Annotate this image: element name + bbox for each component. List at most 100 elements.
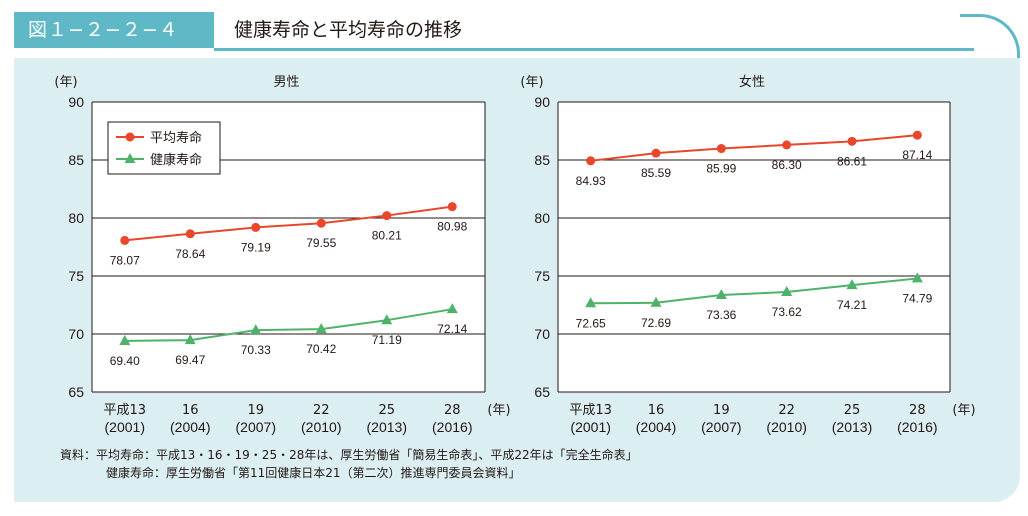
x-tick-year: (2001): [105, 419, 145, 435]
data-point-average: [586, 156, 596, 166]
legend-box: [107, 121, 221, 175]
y-tick-label: 85: [534, 152, 550, 168]
data-label-average: 84.93: [576, 174, 606, 188]
y-tick-label: 70: [68, 326, 84, 342]
figure-title: 健康寿命と平均寿命の推移: [234, 19, 463, 41]
data-point-average: [316, 218, 326, 228]
chart-title: 男性: [273, 75, 299, 90]
data-point-average: [382, 211, 392, 221]
data-label-average: 80.98: [437, 220, 467, 234]
x-tick-year: (2004): [170, 419, 210, 435]
x-tick-era: 19: [247, 403, 264, 418]
x-tick-year: (2001): [570, 419, 610, 435]
series-line-healthy: [124, 308, 453, 342]
y-axis-unit: (年): [54, 75, 77, 90]
data-label-healthy: 74.79: [902, 291, 932, 305]
data-point-healthy: [446, 303, 458, 314]
x-tick-year: (2004): [636, 419, 676, 435]
data-label-average: 79.19: [241, 240, 271, 254]
y-tick-label: 65: [534, 384, 550, 400]
data-point-healthy: [781, 286, 793, 297]
y-tick-label: 80: [534, 210, 550, 226]
y-tick-label: 65: [68, 384, 84, 400]
x-tick-era: 28: [444, 403, 461, 418]
x-tick-year: (2013): [832, 419, 872, 435]
data-label-average: 87.14: [902, 148, 932, 162]
figure-number: 図１−２−２−４: [14, 12, 214, 48]
x-tick-era: 平成13: [569, 403, 612, 418]
x-tick-year: (2007): [701, 419, 741, 435]
data-label-average: 85.99: [706, 162, 736, 176]
y-tick-label: 75: [68, 268, 84, 284]
data-label-healthy: 72.65: [576, 316, 606, 330]
data-label-healthy: 69.40: [110, 354, 140, 368]
data-label-average: 80.21: [372, 229, 402, 243]
y-tick-label: 70: [534, 326, 550, 342]
x-axis-unit: (年): [952, 403, 975, 418]
x-axis-unit: (年): [487, 403, 510, 418]
x-tick-year: (2016): [897, 419, 937, 435]
x-tick-era: 19: [713, 403, 730, 418]
data-label-average: 86.61: [837, 154, 867, 168]
data-point-healthy: [911, 272, 923, 283]
data-point-healthy: [715, 289, 727, 300]
data-label-healthy: 73.62: [772, 305, 802, 319]
data-label-healthy: 74.21: [837, 298, 867, 312]
plot-area: [558, 102, 950, 392]
series-line-average: [590, 134, 918, 162]
data-point-average: [120, 235, 130, 245]
legend-marker-healthy: [124, 153, 136, 163]
x-tick-era: 28: [909, 403, 926, 418]
data-label-healthy: 70.33: [241, 343, 271, 357]
x-tick-year: (2016): [432, 419, 472, 435]
data-point-average: [847, 136, 857, 146]
x-tick-era: 25: [378, 403, 395, 418]
source-note: 資料：平均寿命：平成13・16・19・25・28年は、厚生労働省「簡易生命表」、…: [60, 446, 638, 482]
legend-label-average: 平均寿命: [150, 130, 202, 146]
y-tick-label: 80: [68, 210, 84, 226]
legend-marker-average: [125, 132, 135, 142]
series-line-average: [124, 205, 453, 242]
chart-female: [557, 101, 951, 393]
data-point-healthy: [184, 334, 196, 345]
data-point-average: [782, 140, 792, 150]
x-tick-year: (2013): [367, 419, 407, 435]
data-label-healthy: 70.42: [306, 342, 336, 356]
legend-label-healthy: 健康寿命: [150, 152, 202, 168]
figure-header: 図１−２−２−４ 健康寿命と平均寿命の推移: [0, 0, 1028, 62]
data-point-healthy: [250, 324, 262, 335]
header-rule: [214, 48, 974, 51]
x-tick-year: (2007): [236, 419, 276, 435]
x-tick-year: (2010): [301, 419, 341, 435]
data-label-average: 78.07: [110, 253, 140, 267]
data-point-average: [185, 229, 195, 239]
chart-male: [91, 101, 486, 393]
data-label-healthy: 72.69: [641, 316, 671, 330]
data-label-healthy: 71.19: [372, 333, 402, 347]
x-tick-era: 16: [182, 403, 199, 418]
source-line-1: 資料：平均寿命：平成13・16・19・25・28年は、厚生労働省「簡易生命表」、…: [60, 448, 638, 462]
x-tick-year: (2010): [766, 419, 806, 435]
data-point-healthy: [119, 334, 131, 345]
y-tick-label: 90: [68, 94, 84, 110]
data-point-healthy: [650, 296, 662, 307]
y-axis-unit: (年): [520, 75, 543, 90]
source-line-2: 健康寿命：厚生労働省「第11回健康日本21（第二次）推進専門委員会資料」: [106, 466, 521, 480]
data-point-average: [651, 148, 661, 158]
data-point-average: [716, 144, 726, 154]
chart-title: 女性: [739, 74, 765, 90]
x-tick-era: 16: [648, 403, 665, 418]
data-point-average: [251, 222, 261, 232]
x-tick-era: 22: [778, 403, 795, 418]
y-tick-label: 90: [534, 94, 550, 110]
x-tick-era: 25: [844, 403, 861, 418]
data-point-average: [912, 130, 922, 140]
data-point-average: [447, 202, 457, 212]
data-label-average: 78.64: [175, 247, 205, 261]
data-label-healthy: 72.14: [437, 322, 467, 336]
series-line-healthy: [590, 277, 918, 305]
data-point-healthy: [381, 314, 393, 325]
x-tick-era: 平成13: [103, 403, 146, 418]
data-point-healthy: [846, 279, 858, 290]
